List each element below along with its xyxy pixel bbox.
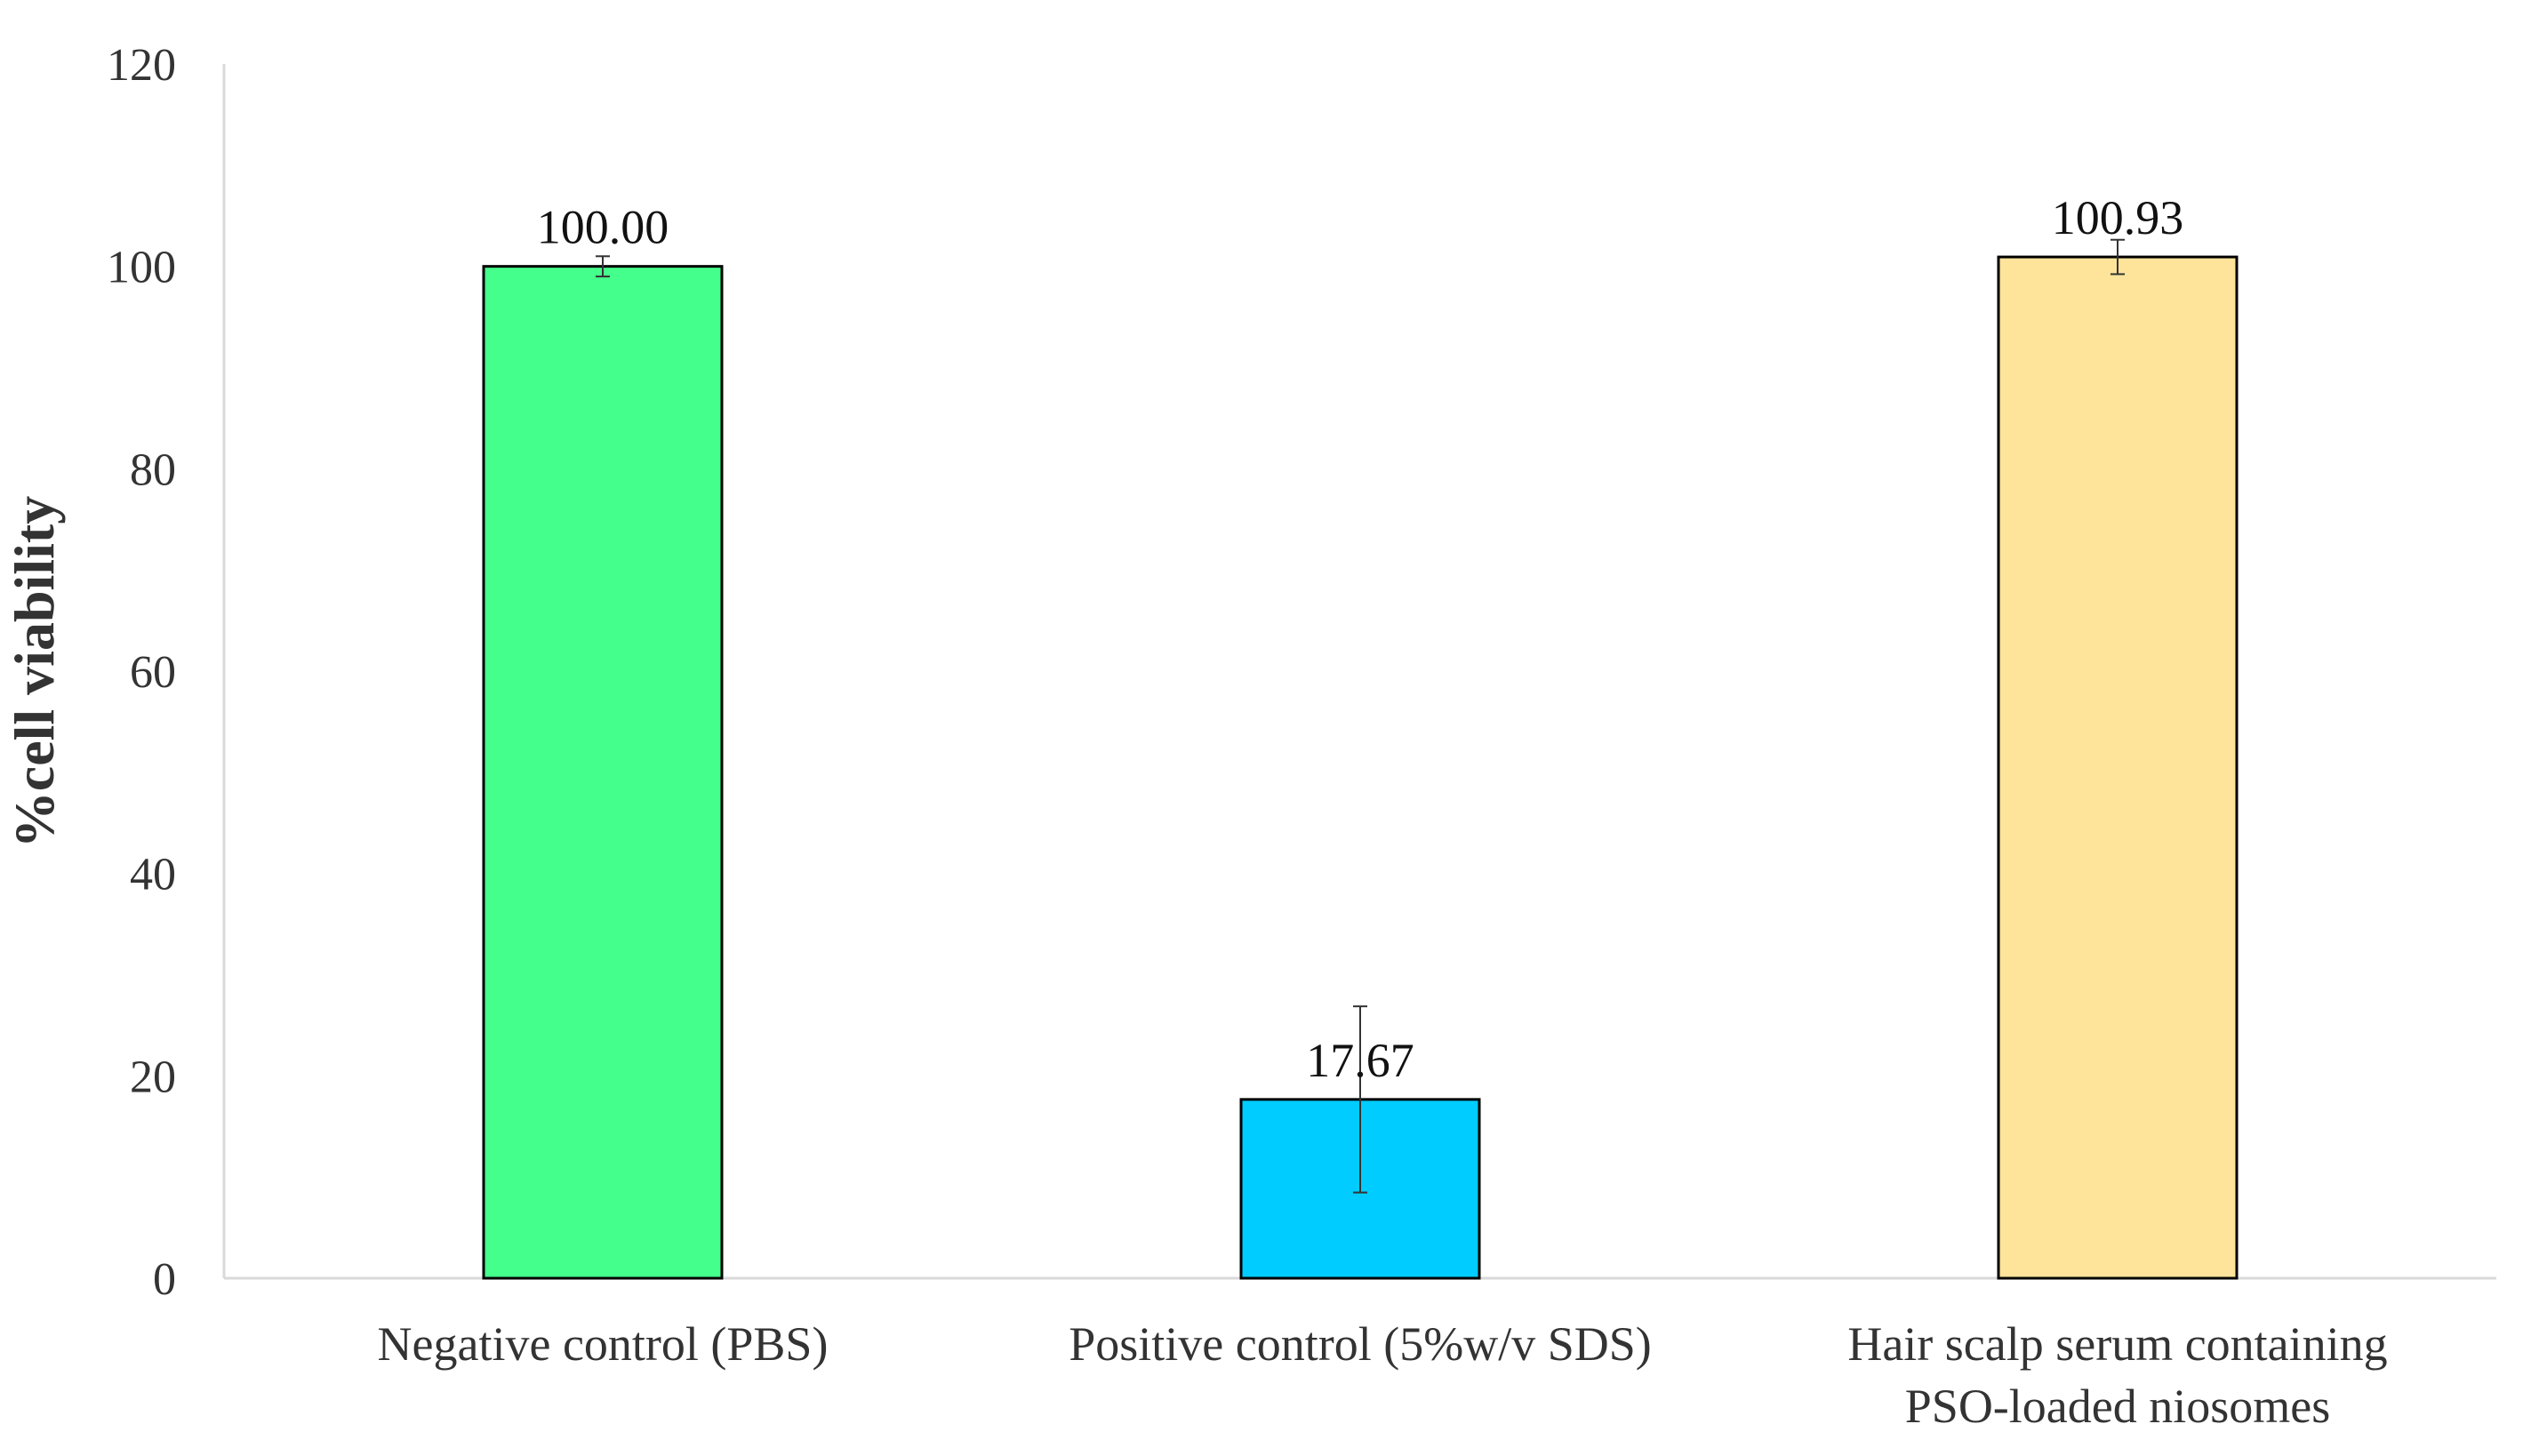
data-label: 100.00	[537, 201, 669, 254]
y-tick-label: 80	[130, 444, 176, 495]
y-tick-label: 0	[153, 1254, 176, 1305]
data-label: 17.67	[1306, 1034, 1414, 1087]
y-tick-label: 40	[130, 850, 176, 900]
category-label-line: Positive control (5%w/v SDS)	[1069, 1317, 1652, 1371]
error-bars	[596, 238, 2125, 1194]
category-labels: Negative control (PBS) Positive control (…	[378, 1317, 2388, 1433]
y-tick-label: 20	[130, 1052, 176, 1102]
category-label: Hair scalp serum containing PSO-loaded ni…	[1847, 1317, 2387, 1433]
data-label: 100.93	[2052, 191, 2184, 244]
category-label-line: Negative control (PBS)	[378, 1317, 829, 1371]
y-tick-label: 120	[107, 40, 176, 91]
y-tick-label: 60	[130, 647, 176, 698]
bar	[482, 265, 724, 1280]
category-label: Positive control (5%w/v SDS)	[1069, 1317, 1652, 1371]
y-tick-labels: 0 20 40 60 80 100 120	[107, 40, 176, 1305]
category-label-line: Hair scalp serum containing	[1847, 1317, 2387, 1371]
y-axis-title: %cell viability	[3, 496, 66, 848]
y-tick-label: 100	[107, 243, 176, 293]
category-label: Negative control (PBS)	[378, 1317, 829, 1371]
bar	[1997, 255, 2239, 1280]
bars	[482, 255, 2239, 1280]
category-label-line: PSO-loaded niosomes	[1905, 1380, 2331, 1433]
data-labels: 100.00 17.67 100.93	[537, 191, 2184, 1087]
